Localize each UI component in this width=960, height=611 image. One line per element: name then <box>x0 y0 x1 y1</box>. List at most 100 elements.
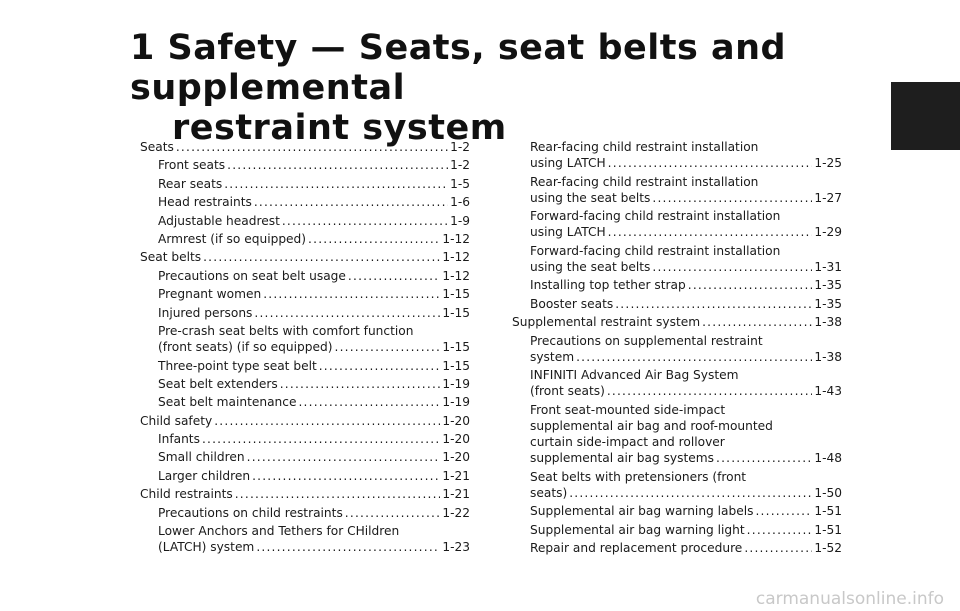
toc-subsection-entry[interactable]: Precautions on supplemental restraint sys… <box>512 333 842 365</box>
toc-subsection-entry[interactable]: Armrest (if so equipped) 1-12 <box>140 231 470 247</box>
dot-leader <box>282 213 448 229</box>
toc-subsection-entry[interactable]: Forward-facing child restraint installat… <box>512 243 842 275</box>
toc-page-number: 1-19 <box>442 376 470 391</box>
toc-page-number: 1-12 <box>442 250 470 265</box>
toc-subsection-entry[interactable]: Front seats 1-2 <box>140 157 470 173</box>
toc-entry-text-line: Seat belts with pretensioners (front <box>530 469 747 484</box>
toc-page-number: 1-9 <box>450 213 470 228</box>
toc-subsection-entry[interactable]: Supplemental air bag warning labels 1-51 <box>512 503 842 519</box>
toc-entry-text: system <box>530 349 575 364</box>
toc-section-entry[interactable]: Seat belts 1-12 <box>140 249 470 265</box>
toc-subsection-entry[interactable]: Supplemental air bag warning light 1-51 <box>512 522 842 538</box>
toc-page-number: 1-43 <box>814 384 842 399</box>
dot-leader <box>615 296 812 312</box>
dot-leader <box>235 486 441 502</box>
dot-leader <box>744 540 812 556</box>
toc-entry-text: Small children <box>158 450 245 465</box>
toc-entry-text-line: Lower Anchors and Tethers for CHildren <box>158 524 400 539</box>
toc-entry-text-line: Precautions on supplemental restraint <box>530 333 763 348</box>
toc-entry-text: Head restraints <box>158 195 252 210</box>
toc-subsection-entry[interactable]: Three-point type seat belt 1-15 <box>140 358 470 374</box>
toc-section-entry[interactable]: Seats 1-2 <box>140 139 470 155</box>
toc-entry-text: Larger children <box>158 468 251 483</box>
dot-leader <box>254 305 440 321</box>
dot-leader <box>348 268 440 284</box>
toc-entry-text: Pregnant women <box>158 287 262 302</box>
toc-subsection-entry[interactable]: Head restraints 1-6 <box>140 194 470 210</box>
toc-page-number: 1-48 <box>814 451 842 466</box>
toc-subsection-entry[interactable]: Forward-facing child restraint installat… <box>512 208 842 240</box>
toc-subsection-entry[interactable]: Installing top tether strap 1-35 <box>512 277 842 293</box>
toc-subsection-entry[interactable]: Seat belt maintenance 1-19 <box>140 394 470 410</box>
dot-leader <box>747 522 813 538</box>
toc-entry-text: Repair and replacement procedure <box>530 541 743 556</box>
toc-subsection-entry[interactable]: Rear-facing child restraint installation… <box>512 174 842 206</box>
toc-entry-text: supplemental air bag systems <box>530 451 714 466</box>
dot-leader <box>176 139 448 155</box>
dot-leader <box>308 231 440 247</box>
toc-page-number: 1-19 <box>442 395 470 410</box>
dot-leader <box>252 468 440 484</box>
toc-entry-text: Armrest (if so equipped) <box>158 231 307 246</box>
toc-subsection-entry[interactable]: Precautions on seat belt usage 1-12 <box>140 268 470 284</box>
toc-page-number: 1-15 <box>442 305 470 320</box>
toc-subsection-entry[interactable]: Adjustable headrest 1-9 <box>140 213 470 229</box>
dot-leader <box>608 224 813 240</box>
toc-entry-text: Rear seats <box>158 176 223 191</box>
toc-entry-text-line: Pre-crash seat belts with comfort functi… <box>158 323 414 338</box>
toc-subsection-entry[interactable]: Small children 1-20 <box>140 449 470 465</box>
toc-subsection-entry[interactable]: Repair and replacement procedure 1-52 <box>512 540 842 556</box>
toc-subsection-entry[interactable]: Rear-facing child restraint installation… <box>512 139 842 171</box>
toc-subsection-entry[interactable]: Front seat-mounted side-impact supplement… <box>512 402 842 467</box>
toc-section-entry[interactable]: Supplemental restraint system 1-38 <box>512 314 842 330</box>
toc-subsection-entry[interactable]: Rear seats 1-5 <box>140 176 470 192</box>
toc-entry-text: (front seats) (if so equipped) <box>158 340 333 355</box>
toc-subsection-entry[interactable]: Seat belt extenders 1-19 <box>140 376 470 392</box>
toc-subsection-entry[interactable]: Seat belts with pretensioners (front seat… <box>512 469 842 501</box>
toc-entry-text: using LATCH <box>530 156 606 171</box>
toc-page-number: 1-15 <box>442 340 470 355</box>
dot-leader <box>652 259 812 275</box>
toc-subsection-entry[interactable]: Booster seats 1-35 <box>512 296 842 312</box>
toc-subsection-entry[interactable]: Lower Anchors and Tethers for CHildren (L… <box>140 523 470 555</box>
toc-subsection-entry[interactable]: Infants 1-20 <box>140 431 470 447</box>
toc-entry-text: Injured persons <box>158 305 253 320</box>
toc-entry-text: using LATCH <box>530 225 606 240</box>
toc-entry-text: Seats <box>140 140 174 154</box>
toc-page-number: 1-15 <box>442 287 470 302</box>
dot-leader <box>254 194 448 210</box>
dot-leader <box>227 157 448 173</box>
toc-entry-text: (LATCH) system <box>158 540 255 555</box>
toc-page-number: 1-2 <box>450 158 470 173</box>
toc-section-entry[interactable]: Child restraints 1-21 <box>140 486 470 502</box>
toc-page-number: 1-12 <box>442 268 470 283</box>
chapter-title-line1: 1 Safety — Seats, seat belts and supplem… <box>130 28 787 108</box>
toc-entry-text: Three-point type seat belt <box>158 358 317 373</box>
toc-subsection-entry[interactable]: Precautions on child restraints 1-22 <box>140 505 470 521</box>
dot-leader <box>319 358 441 374</box>
dot-leader <box>224 176 448 192</box>
dot-leader <box>335 339 441 355</box>
toc-entry-text: Installing top tether strap <box>530 278 686 293</box>
toc-entry-text: Adjustable headrest <box>158 213 280 228</box>
toc-entry-text-line: Rear-facing child restraint installation <box>530 140 759 154</box>
toc-entry-text: Supplemental air bag warning light <box>530 522 745 537</box>
toc-page-number: 1-31 <box>814 259 842 274</box>
toc-section-entry[interactable]: Child safety 1-20 <box>140 413 470 429</box>
toc-page-number: 1-21 <box>442 487 470 502</box>
toc-subsection-entry[interactable]: Pre-crash seat belts with comfort functi… <box>140 323 470 355</box>
dot-leader <box>608 155 813 171</box>
toc-subsection-entry[interactable]: Pregnant women 1-15 <box>140 286 470 302</box>
toc-subsection-entry[interactable]: Larger children 1-21 <box>140 468 470 484</box>
dot-leader <box>256 539 440 555</box>
watermark: carmanualsonline.info <box>755 589 944 609</box>
toc-entry-text: Supplemental restraint system <box>512 315 701 330</box>
toc-page-number: 1-51 <box>814 504 842 519</box>
dot-leader <box>298 394 440 410</box>
toc-column-right: Rear-facing child restraint installation… <box>512 139 842 559</box>
toc-subsection-entry[interactable]: INFINITI Advanced Air Bag System (front s… <box>512 367 842 399</box>
toc-subsection-entry[interactable]: Injured persons 1-15 <box>140 305 470 321</box>
toc-entry-text: Child restraints <box>140 487 233 502</box>
toc-page-number: 1-50 <box>814 485 842 500</box>
toc-page-number: 1-25 <box>814 156 842 171</box>
